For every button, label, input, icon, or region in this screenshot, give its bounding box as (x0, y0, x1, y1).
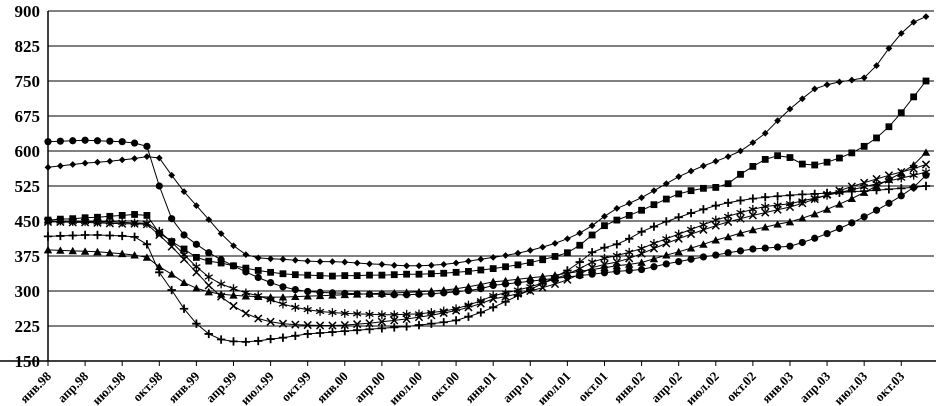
x-axis-label: апр.98 (54, 368, 91, 405)
x-axis-label: апр.03 (796, 368, 833, 405)
y-axis-label: 375 (15, 247, 41, 266)
plus-series (43, 181, 931, 347)
x-axis-label: окт.02 (723, 369, 759, 405)
x-axis-label: июл.02 (683, 369, 722, 406)
x-axis-label: июл.00 (386, 369, 425, 406)
square-series (44, 77, 930, 280)
star-series (43, 167, 931, 320)
y-axis-label: 450 (15, 212, 41, 231)
y-axis-label: 900 (15, 2, 41, 21)
diamond-series (44, 13, 930, 270)
x-axis-label: окт.03 (872, 368, 908, 404)
x-axis-label: окт.99 (278, 368, 314, 404)
x-axis-label: янв.01 (462, 369, 499, 406)
x-axis-label: июл.03 (831, 368, 871, 406)
x-axis-label: янв.99 (165, 368, 203, 406)
y-axis-label: 750 (15, 72, 41, 91)
x-axis-label: июл.98 (89, 368, 129, 406)
x-axis-label: апр.00 (351, 369, 388, 406)
x-axis-label: апр.99 (203, 368, 240, 405)
x-axis-label: янв.00 (314, 369, 351, 406)
y-axis-label: 525 (15, 177, 41, 196)
y-axis-label: 225 (15, 317, 41, 336)
y-axis-label: 600 (15, 142, 41, 161)
x-axis-label: окт.00 (426, 369, 462, 405)
y-axis-label: 300 (15, 282, 41, 301)
y-axis-label: 825 (15, 37, 41, 56)
x-axis-label: янв.98 (17, 368, 55, 406)
x-axis-label: июл.99 (237, 368, 277, 406)
x-axis-label: окт.98 (130, 368, 166, 404)
y-axis-label: 675 (15, 107, 41, 126)
x-axis-label: янв.03 (759, 368, 797, 406)
x-axis-label: апр.01 (499, 369, 536, 406)
circle-series (44, 136, 930, 299)
x-axis-label: апр.02 (648, 369, 685, 406)
x-axis-label: окт.01 (575, 369, 611, 405)
triangle-series (43, 148, 931, 301)
x-axis-label: июл.01 (534, 369, 573, 406)
x-axis-label: янв.02 (610, 369, 647, 406)
